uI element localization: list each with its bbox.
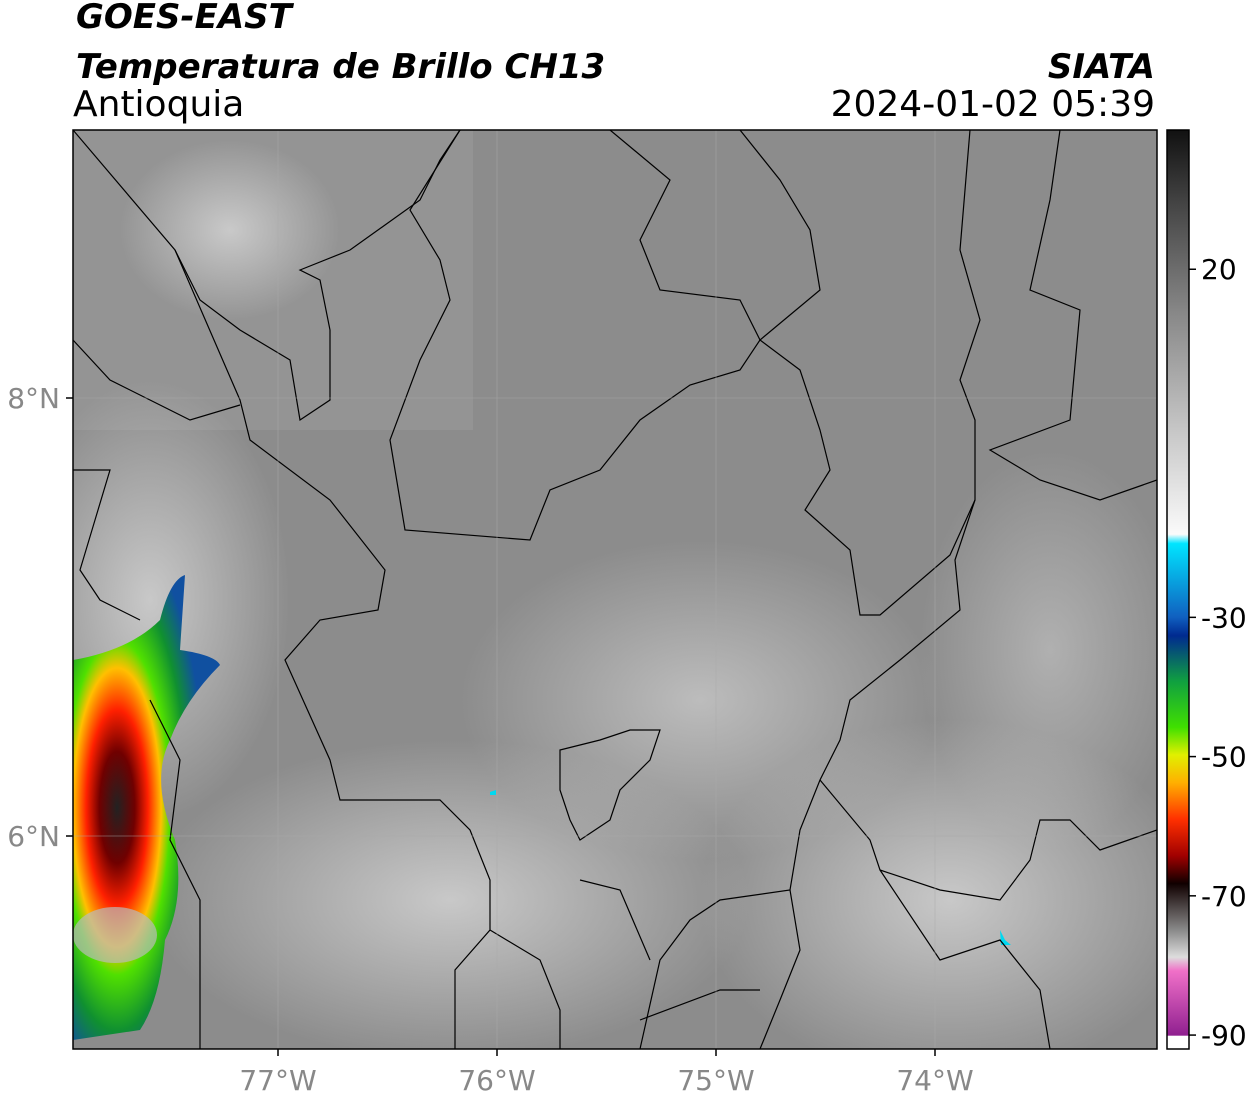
lon-label: 74°W [896, 1064, 973, 1097]
colorbar-ticks: 20 -30 -50 -70 -90 [1189, 253, 1247, 1052]
colorbar-tick-label: -70 [1201, 880, 1247, 913]
colorbar-tick-label: -50 [1201, 741, 1247, 774]
colorbar [1166, 129, 1190, 1050]
subtitle: Temperatura de Brillo CH13 [76, 47, 605, 87]
map-ticks [66, 397, 936, 1056]
graticule [73, 130, 1157, 1049]
boundaries [73, 130, 1157, 1049]
lon-label: 75°W [677, 1064, 754, 1097]
datetime: 2024-01-02 05:39 [831, 84, 1155, 125]
map-frame [72, 129, 1158, 1050]
colorbar-tick-label: -90 [1201, 1019, 1247, 1052]
satellite-image [73, 130, 1157, 1049]
title: GOES-EAST [76, 0, 295, 37]
colorbar-tick-label: -30 [1201, 601, 1247, 634]
source: SIATA [1048, 47, 1155, 87]
lat-label: 6°N [7, 820, 60, 853]
lon-label: 76°W [458, 1064, 535, 1097]
colorbar-tick-label: 20 [1201, 253, 1237, 286]
lon-label: 77°W [239, 1064, 316, 1097]
region: Antioquia [73, 84, 244, 125]
lat-label: 8°N [7, 382, 60, 415]
